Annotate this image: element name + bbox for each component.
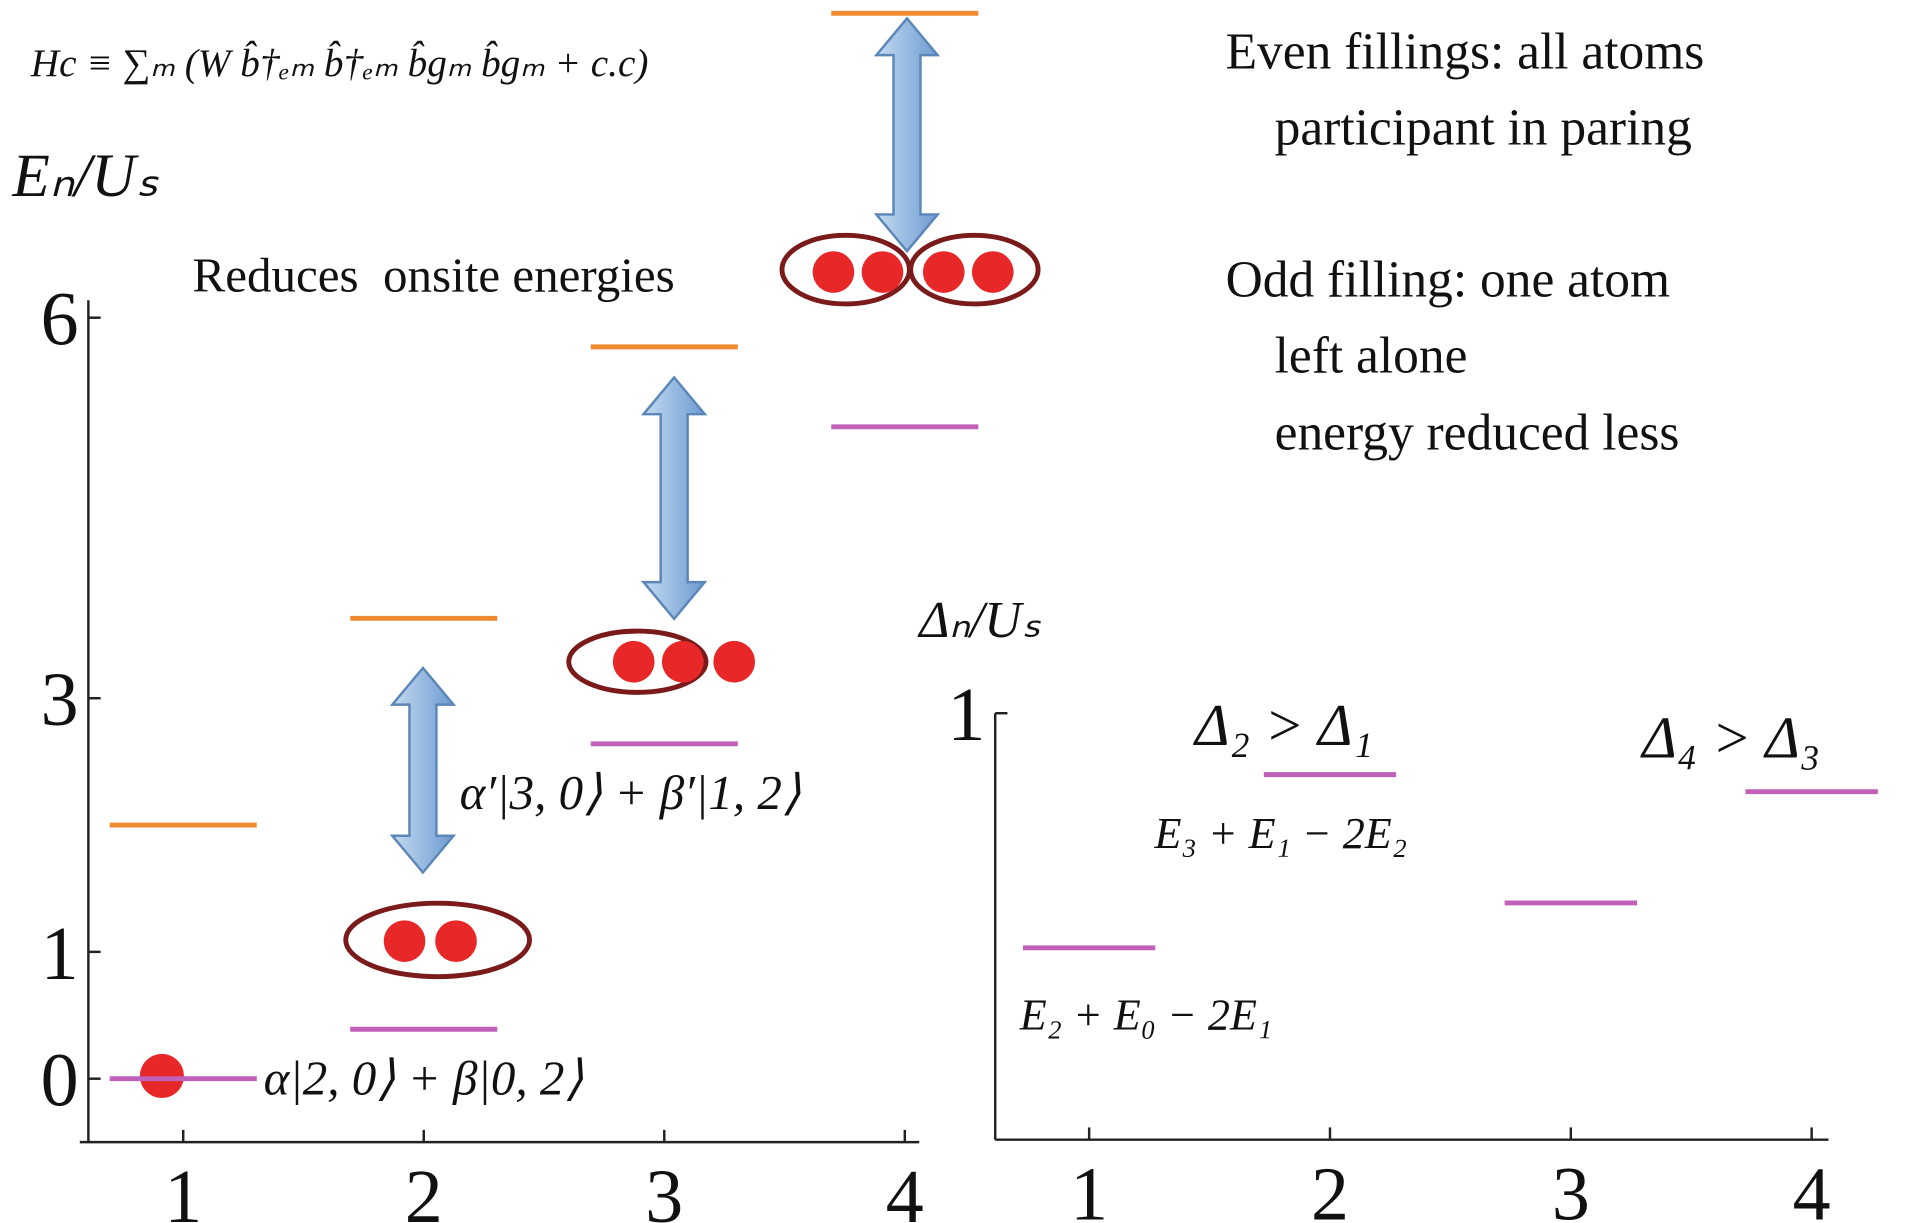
atom xyxy=(922,251,965,293)
x-tick-label: 3 xyxy=(645,1155,683,1223)
x-tick-label: 2 xyxy=(1311,1152,1349,1223)
atom xyxy=(612,640,655,683)
atom xyxy=(383,920,426,962)
double-arrow xyxy=(640,375,708,621)
annotation: α′|3, 0⟩ + β′|1, 2⟩ xyxy=(460,765,801,820)
annotation: Δ₂ > Δ₁ xyxy=(1193,693,1373,758)
y-axis-label: Eₙ/Uₛ xyxy=(11,142,159,210)
pair-ellipse xyxy=(566,628,709,695)
atom xyxy=(139,1053,184,1099)
annotation: Δ₄ > Δ₃ xyxy=(1640,705,1820,770)
double-arrow xyxy=(873,16,941,254)
pair-ellipse xyxy=(343,900,532,980)
annotation: Odd filling: one atom xyxy=(1226,252,1670,309)
annotation: E₂ + E₀ − 2E₁ xyxy=(1019,990,1273,1039)
annotation: energy reduced less xyxy=(1275,405,1680,462)
annotation: E₃ + E₁ − 2E₂ xyxy=(1154,809,1408,858)
x-tick-label: 4 xyxy=(886,1155,924,1223)
decorations xyxy=(139,16,1041,1099)
pair-ellipse xyxy=(908,232,1041,307)
annotation: Hc ≡ ∑ₘ (W b̂†ₑₘ b̂†ₑₘ b̂gₘ b̂gₘ + c.c) xyxy=(30,40,649,85)
y-tick-label: 6 xyxy=(41,278,79,362)
x-tick-label: 2 xyxy=(405,1155,443,1223)
atom xyxy=(812,251,855,293)
y-tick-label: 3 xyxy=(41,658,79,742)
atom xyxy=(661,640,704,683)
x-tick-label: 3 xyxy=(1552,1152,1590,1223)
x-tick-label: 1 xyxy=(1070,1152,1108,1223)
atom xyxy=(713,640,756,683)
double-arrow xyxy=(389,665,457,875)
y-tick-label: 0 xyxy=(41,1039,79,1123)
annotation: Even fillings: all atoms xyxy=(1226,24,1705,81)
x-tick-label: 4 xyxy=(1793,1152,1831,1223)
annotation: α|2, 0⟩ + β|0, 2⟩ xyxy=(264,1050,584,1105)
atom xyxy=(435,920,477,962)
atom xyxy=(861,251,904,293)
atom xyxy=(971,251,1014,293)
x-tick-label: 1 xyxy=(164,1155,202,1223)
annotation: left alone xyxy=(1275,328,1468,385)
y-tick-label: 1 xyxy=(41,912,79,996)
y-axis-label: Δₙ/Uₛ xyxy=(917,592,1041,649)
annotation: Reduces onsite energies xyxy=(193,248,675,303)
annotation: participant in paring xyxy=(1275,100,1692,157)
y-tick-label: 1 xyxy=(947,673,985,757)
